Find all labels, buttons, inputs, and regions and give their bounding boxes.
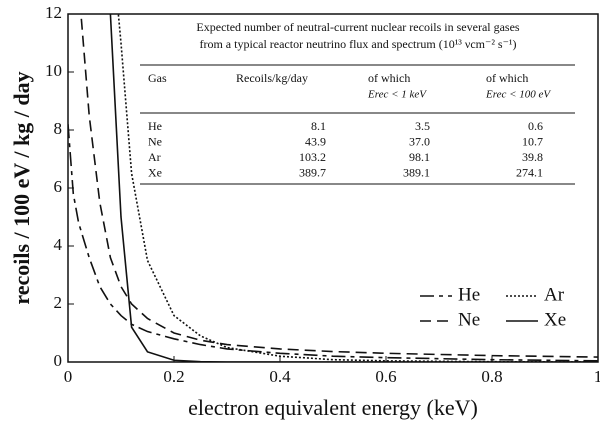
plot-frame bbox=[67, 13, 599, 363]
table-cell: 0.6 bbox=[528, 119, 543, 133]
table-cell: 389.7 bbox=[299, 165, 326, 179]
x-tick-label: 0.6 bbox=[375, 367, 396, 386]
table-cell: Ne bbox=[148, 134, 162, 148]
table-cell: 103.2 bbox=[299, 150, 326, 164]
table-header: of which bbox=[368, 71, 410, 85]
x-axis-label: electron equivalent energy (keV) bbox=[188, 395, 478, 420]
x-tick-label: 0.4 bbox=[269, 367, 291, 386]
series-line bbox=[80, 14, 598, 358]
x-tick-label: 0 bbox=[64, 367, 73, 386]
table-cell: 43.9 bbox=[305, 134, 326, 148]
x-tick-label: 0.8 bbox=[481, 367, 502, 386]
table-title: from a typical reactor neutrino flux and… bbox=[199, 37, 516, 51]
table-cell: 3.5 bbox=[415, 119, 430, 133]
table-cell: 8.1 bbox=[311, 119, 326, 133]
table-cell: 39.8 bbox=[522, 150, 543, 164]
y-tick-label: 8 bbox=[54, 119, 63, 138]
table-cell: 37.0 bbox=[409, 134, 430, 148]
table-cell: Xe bbox=[148, 165, 162, 179]
table-title: Expected number of neutral-current nucle… bbox=[196, 20, 520, 34]
x-tick-label: 0.2 bbox=[163, 367, 184, 386]
legend-label: He bbox=[458, 284, 480, 305]
table-cell: He bbox=[148, 119, 162, 133]
y-axis-label: recoils / 100 eV / kg / day bbox=[9, 71, 34, 304]
table-header: Erec < 100 eV bbox=[485, 89, 551, 101]
table-cell: Ar bbox=[148, 150, 161, 164]
table-header: of which bbox=[486, 71, 528, 85]
table-cell: 10.7 bbox=[522, 134, 543, 148]
table-header: Erec < 1 keV bbox=[367, 89, 427, 101]
series-line bbox=[109, 14, 598, 362]
legend-label: Ne bbox=[458, 309, 480, 330]
series-line bbox=[68, 124, 598, 362]
y-tick-label: 0 bbox=[54, 351, 63, 370]
legend-label: Xe bbox=[544, 309, 566, 330]
y-tick-label: 2 bbox=[54, 293, 63, 312]
table-header: Gas bbox=[148, 71, 167, 85]
legend-label: Ar bbox=[544, 284, 565, 305]
plot-lines bbox=[68, 14, 598, 362]
y-tick-label: 10 bbox=[45, 61, 62, 80]
y-tick-label: 12 bbox=[45, 3, 62, 22]
table-cell: 389.1 bbox=[403, 165, 430, 179]
table-header: Recoils/kg/day bbox=[236, 71, 308, 85]
table-cell: 98.1 bbox=[409, 150, 430, 164]
y-tick-label: 4 bbox=[54, 235, 63, 254]
y-tick-label: 6 bbox=[54, 177, 63, 196]
table-cell: 274.1 bbox=[516, 165, 543, 179]
x-tick-label: 1 bbox=[594, 367, 600, 386]
series-line bbox=[117, 14, 598, 362]
